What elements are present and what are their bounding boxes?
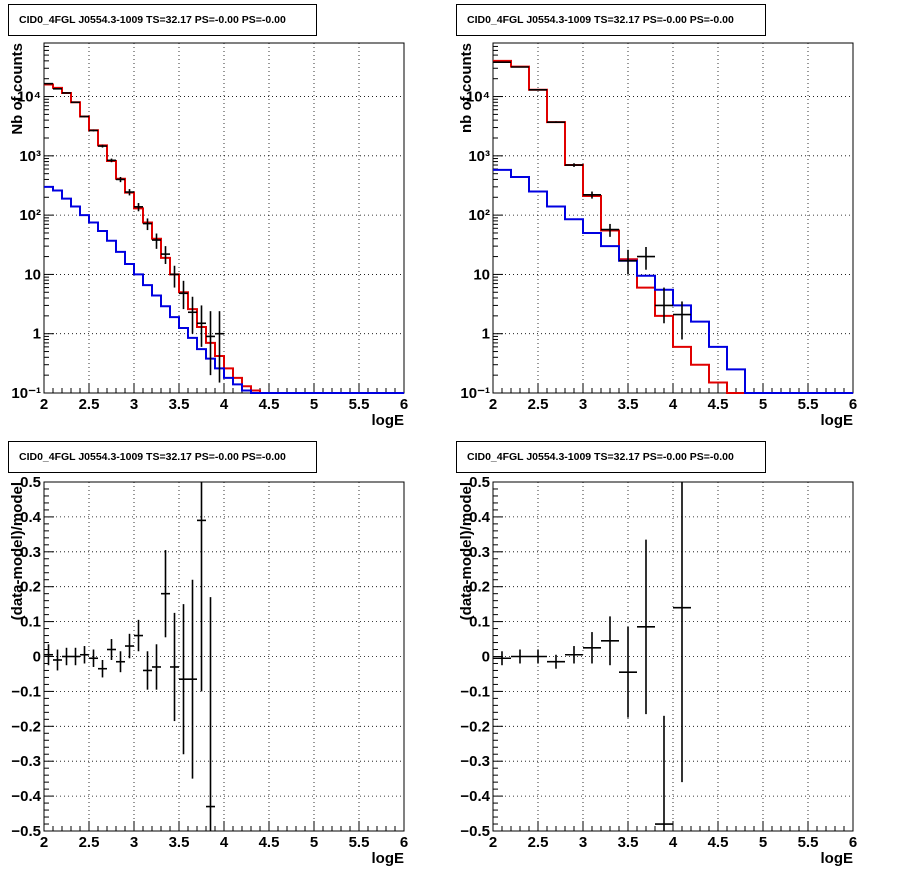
plot-title: CID0_4FGL J0554.3-1009 TS=32.17 PS=-0.00… [456, 4, 766, 36]
background-histogram [44, 185, 404, 394]
x-tick-label: 2.5 [79, 396, 100, 413]
y-axis-label: (data-model)/model [9, 482, 26, 620]
y-tick-label: 0.3 [469, 544, 490, 561]
x-tick-label: 4.5 [708, 834, 729, 851]
x-tick-label: 2 [489, 396, 497, 413]
plot-title: CID0_4FGL J0554.3-1009 TS=32.17 PS=-0.00… [8, 4, 317, 36]
x-tick-label: 4.5 [259, 834, 280, 851]
x-tick-label: 4.5 [708, 396, 729, 413]
y-tick-label: −0.1 [460, 683, 490, 700]
y-tick-label: 0.2 [469, 579, 490, 596]
model-histogram [493, 59, 745, 394]
y-tick-label: −0.4 [460, 788, 490, 805]
y-tick-label: −0.4 [11, 788, 41, 805]
y-axis-label: nb of counts [458, 43, 475, 133]
y-tick-label: 10⁻¹ [11, 385, 41, 402]
y-tick-label: 10⁻¹ [460, 385, 490, 402]
x-axis-label: logE [821, 412, 854, 429]
x-axis-label: logE [821, 850, 854, 867]
x-tick-label: 2 [40, 396, 48, 413]
x-tick-label: 4 [220, 396, 229, 413]
x-tick-label: 5 [310, 834, 318, 851]
x-tick-label: 5 [759, 834, 767, 851]
counts-plot: 2 2.5 3 3.5 4 4.5 5 5.5 6 10⁻¹ 1 10 10² 10³ 10⁴ logE Nb … [9, 42, 408, 429]
plot-frame [492, 42, 854, 394]
x-tick-label: 2 [40, 834, 48, 851]
x-tick-label: 5.5 [349, 834, 370, 851]
y-tick-label: 0 [33, 649, 41, 666]
x-axis-label: logE [372, 850, 405, 867]
x-axis-label: logE [372, 412, 405, 429]
y-tick-label: 10² [468, 207, 490, 224]
top-right-pad: CID0_4FGL J0554.3-1009 TS=32.17 PS=-0.00… [449, 0, 898, 437]
x-tick-label: 2 [489, 834, 497, 851]
y-tick-label: −0.3 [460, 753, 490, 770]
y-tick-label: 1 [33, 326, 41, 343]
y-tick-label: 0.4 [469, 509, 491, 526]
plot-frame [43, 42, 405, 394]
y-tick-label: −0.5 [11, 823, 41, 840]
y-tick-label: 10⁴ [466, 89, 490, 106]
y-tick-label: 10 [24, 266, 41, 283]
y-tick-label: 10³ [468, 148, 490, 165]
x-tick-label: 6 [400, 834, 408, 851]
y-tick-label: −0.1 [11, 683, 41, 700]
residual-plot: 2 2.5 3 3.5 4 4.5 5 5.5 6 −0.5 −0.4 −0.3 −0.2 −0.1 0 0.… [9, 474, 408, 867]
bottom-left-pad: CID0_4FGL J0554.3-1009 TS=32.17 PS=-0.00… [0, 437, 449, 875]
y-tick-label: 10 [473, 266, 490, 283]
x-tick-label: 3 [130, 834, 138, 851]
y-axis-label: Nb of counts [9, 43, 26, 135]
x-tick-label: 4 [220, 834, 229, 851]
y-tick-label: 0.1 [469, 614, 490, 631]
x-tick-label: 5.5 [798, 396, 819, 413]
y-tick-label: −0.2 [460, 718, 490, 735]
x-tick-label: 5.5 [349, 396, 370, 413]
x-tick-label: 3.5 [618, 396, 639, 413]
x-tick-label: 2.5 [79, 834, 100, 851]
x-tick-label: 3.5 [618, 834, 639, 851]
x-tick-label: 3.5 [169, 834, 190, 851]
x-tick-label: 6 [849, 834, 857, 851]
plot-frame [43, 481, 405, 832]
x-tick-label: 6 [400, 396, 408, 413]
x-tick-label: 4.5 [259, 396, 280, 413]
y-tick-label: 0 [482, 649, 490, 666]
plot-title: CID0_4FGL J0554.3-1009 TS=32.17 PS=-0.00… [456, 441, 766, 473]
x-tick-label: 6 [849, 396, 857, 413]
x-tick-label: 5.5 [798, 834, 819, 851]
x-tick-label: 4 [669, 834, 678, 851]
x-tick-label: 2.5 [528, 396, 549, 413]
residual-plot: 2 2.5 3 3.5 4 4.5 5 5.5 6 −0.5 −0.4 −0.3 −0.2 −0.1 0 0.… [458, 474, 857, 867]
x-tick-label: 4 [669, 396, 678, 413]
y-tick-label: 10⁴ [17, 89, 41, 106]
y-tick-label: 10³ [19, 148, 41, 165]
x-tick-label: 2.5 [528, 834, 549, 851]
bottom-right-pad: CID0_4FGL J0554.3-1009 TS=32.17 PS=-0.00… [449, 437, 898, 875]
y-tick-label: 0.4 [20, 509, 42, 526]
y-tick-label: 0.3 [20, 544, 41, 561]
y-tick-label: 0.2 [20, 579, 41, 596]
y-tick-label: 0.5 [469, 474, 490, 491]
y-tick-label: 0.5 [20, 474, 41, 491]
model-histogram [44, 83, 278, 394]
y-axis-label: (data-model)/model [458, 482, 475, 620]
top-left-pad: CID0_4FGL J0554.3-1009 TS=32.17 PS=-0.00… [0, 0, 449, 437]
y-tick-label: 0.1 [20, 614, 41, 631]
x-tick-label: 3.5 [169, 396, 190, 413]
x-tick-label: 5 [310, 396, 318, 413]
plot-frame [492, 481, 854, 832]
y-tick-label: −0.3 [11, 753, 41, 770]
y-tick-label: −0.2 [11, 718, 41, 735]
x-tick-label: 3 [130, 396, 138, 413]
y-tick-label: 1 [482, 326, 490, 343]
x-tick-label: 3 [579, 396, 587, 413]
y-tick-label: −0.5 [460, 823, 490, 840]
y-tick-label: 10² [19, 207, 41, 224]
plot-title: CID0_4FGL J0554.3-1009 TS=32.17 PS=-0.00… [8, 441, 317, 473]
x-tick-label: 3 [579, 834, 587, 851]
counts-plot: 2 2.5 3 3.5 4 4.5 5 5.5 6 10⁻¹ 1 10 10² 10³ 10⁴ logE nb … [458, 42, 857, 429]
x-tick-label: 5 [759, 396, 767, 413]
